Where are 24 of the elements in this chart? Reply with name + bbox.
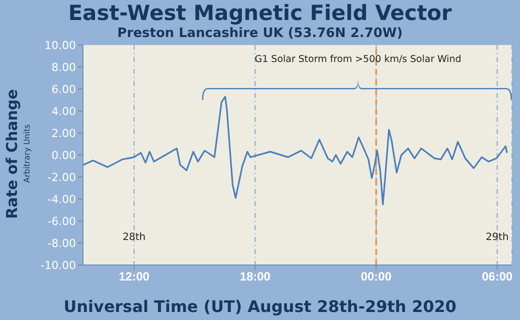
text: Arbitrary Units xyxy=(22,123,32,185)
y-tick-label: -8.00 xyxy=(48,236,76,250)
x-tick-label: 00:00 xyxy=(360,270,392,284)
x-axis-title: Universal Time (UT) August 28th-29th 2020 xyxy=(62,297,458,316)
y-tick-label: 6.00 xyxy=(52,82,76,96)
y-axis-title: Rate of Change xyxy=(3,88,21,221)
y-tick-label: -4.00 xyxy=(48,192,76,206)
x-tick-label: 18:00 xyxy=(240,270,271,284)
y-tick-label: 0.00 xyxy=(52,148,76,162)
line-series xyxy=(83,96,508,206)
x-tick-label: 12:00 xyxy=(118,270,150,284)
x-tick-label: 06:00 xyxy=(482,270,513,284)
chart-title: East-West Magnetic Field Vector xyxy=(67,1,453,25)
y-tick-label: -2.00 xyxy=(48,170,76,184)
y-tick-label: -6.00 xyxy=(48,214,76,228)
y-tick-label: -10.00 xyxy=(40,258,76,272)
y-tick-label: 10.00 xyxy=(44,38,76,52)
annotation: G1 Solar Storm from >500 km/s Solar Wind xyxy=(254,54,462,65)
y-tick-label: 2.00 xyxy=(52,126,76,140)
annotation: 29th xyxy=(484,232,510,243)
y-tick-label: 8.00 xyxy=(52,60,76,74)
annotation: 28th xyxy=(122,232,146,243)
chart-subtitle: Preston Lancashire UK (53.76N 2.70W) xyxy=(117,26,403,41)
y-tick-label: 4.00 xyxy=(52,104,76,118)
